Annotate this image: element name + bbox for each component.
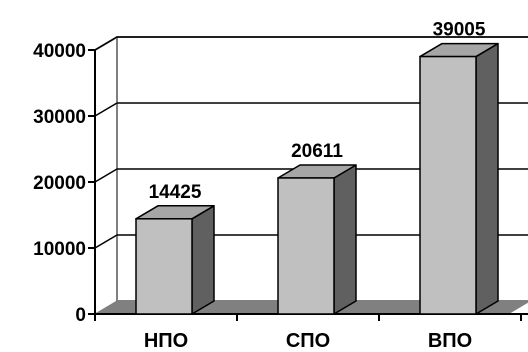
x-axis-labels: НПО СПО ВПО <box>144 330 472 352</box>
bar-front <box>277 177 335 315</box>
bar-front <box>135 218 193 315</box>
bar-side <box>191 205 215 315</box>
y-tick-label: 30000 <box>33 107 86 128</box>
gridline-side <box>94 168 118 183</box>
bars: 14425 20611 39005 <box>135 20 499 315</box>
bar-side <box>333 164 357 315</box>
bar-СПО: 20611 <box>277 141 357 315</box>
data-label: 39005 <box>433 20 486 41</box>
data-label: 20611 <box>291 141 343 162</box>
y-tick-label: 10000 <box>33 239 86 260</box>
y-tick-label: 20000 <box>33 173 86 194</box>
bar-НПО: 14425 <box>135 182 215 315</box>
bar-ВПО: 39005 <box>419 20 499 315</box>
y-tick-label: 0 <box>75 305 86 326</box>
gridline-side <box>94 102 118 117</box>
x-category-label: СПО <box>286 330 330 352</box>
x-category-label: НПО <box>144 330 188 352</box>
data-label: 14425 <box>149 182 202 203</box>
x-category-label: ВПО <box>428 330 472 352</box>
bar-front <box>419 55 477 315</box>
bar-side <box>475 42 499 315</box>
gridline-side <box>94 234 118 249</box>
gridline-side <box>94 36 118 51</box>
y-tick-label: 40000 <box>33 41 86 62</box>
